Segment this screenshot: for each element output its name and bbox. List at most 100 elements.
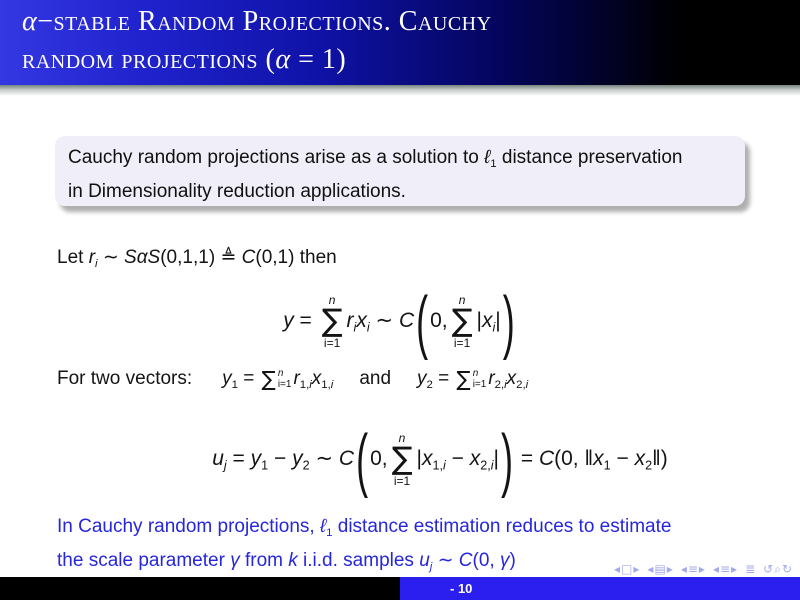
alpha-symbol: α bbox=[22, 6, 38, 37]
math-token: i bbox=[490, 458, 494, 473]
math-token: γ bbox=[499, 549, 510, 571]
math-token: i bbox=[353, 320, 357, 335]
math-token: i bbox=[366, 320, 370, 335]
math-token: − bbox=[445, 447, 470, 471]
math-token: ( bbox=[416, 280, 429, 361]
math-token: y bbox=[292, 447, 303, 471]
math-token: and bbox=[359, 368, 392, 390]
math-token: C bbox=[538, 447, 555, 471]
math-token: ∼ bbox=[97, 247, 125, 268]
footer-right-box bbox=[400, 577, 800, 600]
alpha-symbol: α bbox=[275, 44, 291, 75]
math-token: ℓ bbox=[484, 147, 491, 168]
math-token: (0, bbox=[554, 447, 585, 471]
math-token: C bbox=[458, 549, 473, 571]
math-token: 1 bbox=[231, 379, 238, 391]
math-token: r bbox=[346, 309, 354, 333]
math-token: C bbox=[398, 309, 415, 333]
math-token: r bbox=[88, 247, 96, 268]
math-token: (0,1) bbox=[255, 247, 295, 268]
math-token: 2, bbox=[494, 379, 505, 391]
slide-prev-icon[interactable]: ◂ bbox=[614, 562, 621, 576]
math-token: u bbox=[419, 549, 430, 571]
math-token: − bbox=[268, 447, 293, 471]
subsection-icon[interactable]: ≡ bbox=[687, 562, 698, 576]
math-token: ≜ bbox=[220, 247, 242, 268]
title-text: = 1) bbox=[290, 44, 347, 75]
math-token: = bbox=[226, 447, 251, 471]
math-token: i.i.d. samples bbox=[297, 549, 420, 571]
math-token: u bbox=[212, 447, 224, 471]
slide-title-line1: α−stable Random Projections. Cauchy bbox=[22, 6, 492, 38]
math-token: | bbox=[495, 309, 501, 333]
difference-formula: uj = y1 − y2 ∼ C(0, n ∑ i=1 |x1,i − x2,i|) =… bbox=[0, 423, 800, 493]
sum-symbol: n ∑ i=1 bbox=[391, 431, 413, 488]
subsection-next-icon[interactable]: ▸ bbox=[698, 562, 705, 576]
frame-prev-icon[interactable]: ◂ bbox=[647, 562, 654, 576]
presentation-icon[interactable]: ≣ bbox=[745, 562, 756, 576]
math-token: i bbox=[309, 379, 312, 391]
conclusion-text: In Cauchy random projections, ℓ1 distanc… bbox=[57, 513, 671, 581]
math-token: = bbox=[293, 309, 318, 333]
sum-symbol: ∑ n i=1 bbox=[261, 366, 292, 391]
math-token: ∼ bbox=[309, 447, 339, 471]
math-token: 0, bbox=[430, 309, 448, 333]
subsection-nav-group: ◂ ≡ ▸ bbox=[681, 563, 705, 575]
math-token: y bbox=[222, 368, 232, 390]
section-nav-group: ◂ ≡ ▸ bbox=[713, 563, 737, 575]
math-token: (0,1,1) bbox=[160, 247, 221, 268]
slide-title-line2: random projections (α = 1) bbox=[22, 44, 346, 76]
math-token: k bbox=[288, 549, 298, 571]
math-token: 1 bbox=[603, 458, 611, 473]
nav-symbols: ◂ □ ▸ ◂ ▤ ▸ ◂ ≡ ▸ ◂ ≡ ▸ ≣ ↺ ⌕ ↻ bbox=[606, 563, 792, 575]
search-icon[interactable]: ⌕ bbox=[774, 562, 781, 576]
math-token: ∼ bbox=[432, 549, 459, 571]
math-token: ( bbox=[356, 418, 369, 499]
math-token: y bbox=[417, 368, 427, 390]
math-token: i bbox=[442, 458, 446, 473]
two-vectors-line: For two vectors: y1 = ∑ n i=1 r1,ix1,i and y2 … bbox=[57, 368, 528, 391]
sum-symbol: n ∑ i=1 bbox=[321, 293, 343, 350]
math-token: Cauchy random projections arise as a sol… bbox=[68, 147, 485, 168]
math-token: ℓ bbox=[319, 516, 327, 537]
math-token: i bbox=[525, 379, 529, 391]
math-token: i bbox=[504, 379, 507, 391]
projection-formula: y = n ∑ i=1 rixi ∼ C(0, n ∑ i=1 |xi|) bbox=[0, 285, 800, 355]
slide-nav-group: ◂ □ ▸ bbox=[614, 563, 639, 575]
slide-icon[interactable]: □ bbox=[621, 562, 633, 576]
section-prev-icon[interactable]: ◂ bbox=[712, 562, 719, 576]
math-token: 1 bbox=[326, 526, 333, 539]
math-token: ∼ bbox=[369, 309, 399, 333]
math-token: i bbox=[492, 320, 496, 335]
math-token: r bbox=[488, 368, 495, 390]
setup-line: Let ri ∼ SαS(0,1,1) ≜ C(0,1) then bbox=[57, 246, 337, 270]
math-token: − bbox=[610, 447, 635, 471]
subsection-prev-icon[interactable]: ◂ bbox=[680, 562, 687, 576]
forward-icon[interactable]: ↻ bbox=[781, 562, 792, 576]
spacer bbox=[333, 383, 359, 384]
definition-block-text: Cauchy random projections arise as a sol… bbox=[55, 136, 745, 213]
page-number: - 10 bbox=[450, 581, 473, 596]
math-token: distance estimation reduces to estimate bbox=[332, 516, 672, 537]
math-token: in Dimensionality reduction applications… bbox=[68, 180, 406, 202]
sum-symbol: n ∑ i=1 bbox=[451, 293, 473, 350]
math-token: | bbox=[476, 309, 482, 333]
frame-icon[interactable]: ▤ bbox=[654, 562, 666, 576]
spacer bbox=[391, 383, 417, 384]
math-token: ‖) bbox=[652, 447, 668, 471]
math-token: 1 bbox=[490, 157, 497, 170]
footer-left-box bbox=[0, 577, 400, 600]
back-icon[interactable]: ↺ bbox=[763, 562, 774, 576]
math-token: x bbox=[481, 309, 493, 333]
math-token: For two vectors: bbox=[57, 368, 193, 390]
title-text: −stable Random Projections. Cauchy bbox=[37, 6, 492, 37]
math-token: the scale parameter bbox=[57, 549, 231, 571]
section-next-icon[interactable]: ▸ bbox=[731, 562, 738, 576]
frame-next-icon[interactable]: ▸ bbox=[666, 562, 673, 576]
math-token: SαS bbox=[124, 247, 161, 268]
spacer bbox=[192, 383, 222, 384]
sum-symbol: ∑ n i=1 bbox=[456, 366, 487, 391]
section-icon[interactable]: ≡ bbox=[719, 562, 731, 576]
slide-next-icon[interactable]: ▸ bbox=[633, 562, 640, 576]
